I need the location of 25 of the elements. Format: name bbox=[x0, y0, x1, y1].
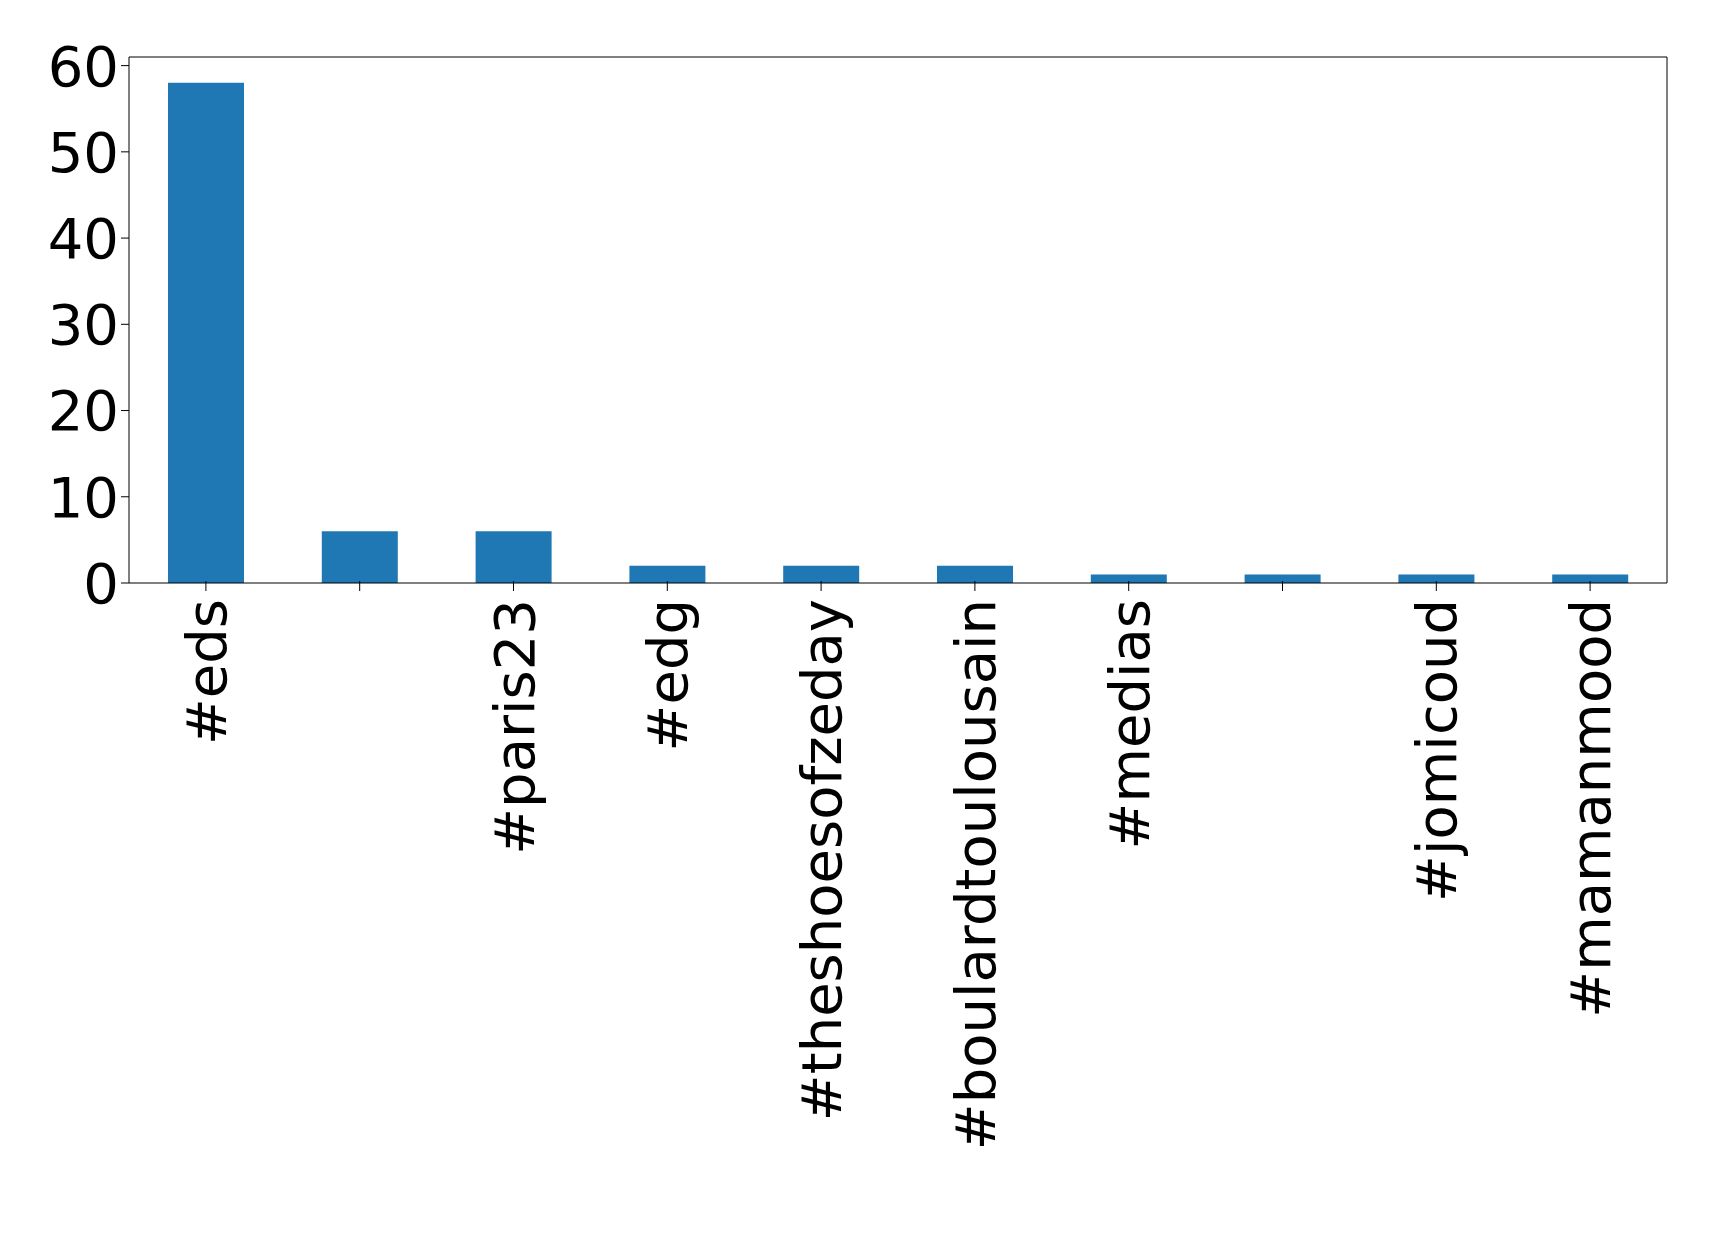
bar bbox=[475, 531, 552, 583]
x-tick-label: #paris23 bbox=[481, 599, 547, 855]
x-tick-label: #mamanmood bbox=[1558, 599, 1624, 1018]
x-tick-label: #eds bbox=[174, 599, 240, 746]
bar bbox=[783, 565, 860, 583]
bar bbox=[321, 531, 398, 583]
y-tick-label: 20 bbox=[47, 378, 119, 444]
bar bbox=[1398, 574, 1475, 583]
y-tick-label: 40 bbox=[47, 205, 119, 271]
bar bbox=[1090, 574, 1167, 583]
y-tick-label: 30 bbox=[47, 292, 119, 358]
bar bbox=[168, 82, 244, 583]
x-tick-label: #edg bbox=[635, 599, 701, 752]
x-tick-label: #boulardtoulousain bbox=[943, 599, 1009, 1151]
bar bbox=[1244, 574, 1321, 583]
x-tick-label: #jomicoud bbox=[1404, 599, 1470, 902]
y-tick-label: 50 bbox=[47, 119, 119, 185]
x-tick-label: #theshoesofzeday bbox=[789, 599, 855, 1122]
y-tick-label: 0 bbox=[83, 550, 119, 616]
bar bbox=[937, 565, 1013, 583]
bar bbox=[1552, 574, 1629, 583]
x-tick-label: #medias bbox=[1096, 599, 1162, 850]
y-tick-label: 10 bbox=[47, 464, 119, 530]
y-tick-label: 60 bbox=[47, 33, 119, 99]
bar bbox=[629, 565, 706, 583]
